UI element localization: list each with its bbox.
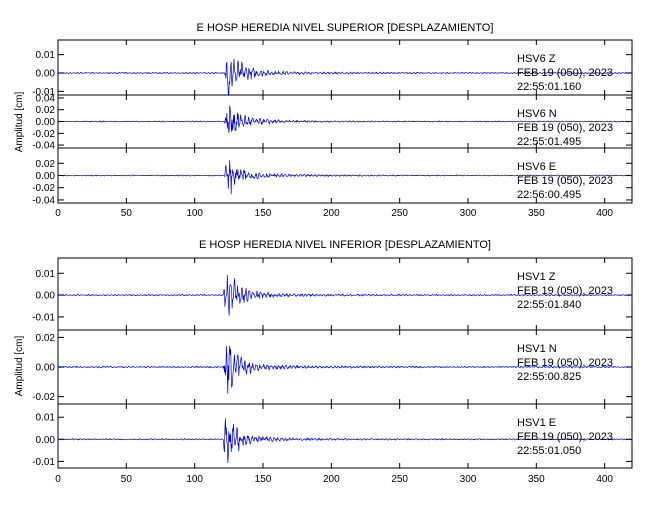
trace-panel: 0.040.020.00-0.02-0.04 HSV6 N FEB 19 (050)… xyxy=(32,93,633,152)
y-tick-label: 0.01 xyxy=(36,413,56,424)
y-tick-label: -0.01 xyxy=(32,457,55,468)
trace-panel: 0.01 0.00 -0.01 HSV1 E FEB 19 (050), 2023 22:… xyxy=(32,403,633,469)
x-tick-label: 250 xyxy=(391,474,408,485)
start-time-label: 22:56:00.495 xyxy=(517,189,581,201)
y-tick-label: 0.01 xyxy=(36,269,56,280)
y-tick-label: -0.04 xyxy=(32,141,55,152)
y-tick-label: 0.00 xyxy=(36,291,56,302)
date-label: FEB 19 (050), 2023 xyxy=(517,175,613,187)
y-tick-label: 0.00 xyxy=(36,117,56,128)
x-tick-label: 50 xyxy=(121,474,133,485)
trace-panel: 0.020.00-0.02-0.04 HSV6 E FEB 19 (050), 20… xyxy=(32,147,633,206)
date-label: FEB 19 (050), 2023 xyxy=(517,431,613,443)
y-tick-label: 0.02 xyxy=(36,159,56,170)
waveform-trace xyxy=(57,418,632,464)
x-tick-label: 200 xyxy=(323,208,340,219)
chart-superior: E HOSP HEREDIA NIVEL SUPERIOR [DESPLAZAM… xyxy=(14,22,493,152)
y-tick-label: 0.02 xyxy=(36,333,56,344)
chart-title: E HOSP HEREDIA NIVEL SUPERIOR [DESPLAZAM… xyxy=(197,22,494,34)
waveform-trace xyxy=(58,345,632,394)
start-time-label: 22:55:01.050 xyxy=(517,445,581,457)
y-tick-label: -0.01 xyxy=(32,312,55,323)
y-tick-label: 0.00 xyxy=(36,171,56,182)
x-tick-label: 400 xyxy=(596,474,613,485)
waveform-trace xyxy=(57,274,632,316)
trace-panel: 0.01 0.00 -0.01 HSV1 Z FEB 19 (050), 2023 22:… xyxy=(32,257,633,331)
start-time-label: 22:55:01.160 xyxy=(517,81,581,93)
date-label: FEB 19 (050), 2023 xyxy=(517,285,613,297)
y-tick-label: -0.02 xyxy=(32,183,55,194)
y-tick-label: 0.00 xyxy=(36,363,56,374)
start-time-label: 22:55:01.495 xyxy=(517,136,581,148)
x-tick-label: 0 xyxy=(55,208,61,219)
x-tick-label: 0 xyxy=(55,474,61,485)
y-tick-label: -0.02 xyxy=(32,129,55,140)
y-tick-label: 0.00 xyxy=(36,69,56,80)
x-tick-label: 100 xyxy=(186,208,203,219)
x-tick-label: 250 xyxy=(391,208,408,219)
x-tick-label: 350 xyxy=(528,474,545,485)
chart-plot-area: 0.01 0.00 -0.01 HSV6 Z FEB 19 (050), 2023 22:… xyxy=(32,39,633,219)
date-label: FEB 19 (050), 2023 xyxy=(517,67,613,79)
station-component-label: HSV1 N xyxy=(517,343,557,355)
trace-panel: 0.01 0.00 -0.01 HSV6 Z FEB 19 (050), 2023 22:… xyxy=(32,39,633,98)
date-label: FEB 19 (050), 2023 xyxy=(517,357,613,369)
waveform-trace xyxy=(57,160,632,195)
waveform-trace xyxy=(57,105,632,133)
panel-frame xyxy=(57,403,633,469)
y-tick-label: -0.01 xyxy=(32,87,55,98)
station-component-label: HSV6 N xyxy=(517,108,557,120)
station-component-label: HSV1 Z xyxy=(517,271,556,283)
chart-inferior: E HOSP HEREDIA NIVEL INFERIOR [DESPLAZAM… xyxy=(14,239,491,396)
x-tick-label: 100 xyxy=(186,474,203,485)
x-tick-label: 300 xyxy=(460,474,477,485)
station-component-label: HSV1 E xyxy=(517,417,556,429)
x-tick-label: 50 xyxy=(121,208,133,219)
y-tick-label: 0.00 xyxy=(36,435,56,446)
date-label: FEB 19 (050), 2023 xyxy=(517,122,613,134)
x-tick-label: 200 xyxy=(323,474,340,485)
y-tick-label: 0.01 xyxy=(36,50,56,61)
start-time-label: 22:55:01.840 xyxy=(517,299,581,311)
trace-panel: 0.02 0.00 -0.02 HSV1 N FEB 19 (050), 2023 22:… xyxy=(32,329,633,405)
waveform-trace xyxy=(57,58,632,97)
y-tick-label: 0.02 xyxy=(36,105,56,116)
y-tick-label: -0.02 xyxy=(32,392,55,403)
y-axis-label: Amplitud [cm] xyxy=(14,335,25,396)
y-axis-label: Amplitud [cm] xyxy=(14,91,25,152)
y-tick-label: -0.04 xyxy=(32,195,55,206)
x-tick-label: 150 xyxy=(255,208,272,219)
x-tick-label: 300 xyxy=(460,208,477,219)
x-tick-label: 150 xyxy=(255,474,272,485)
chart-plot-area: 0.01 0.00 -0.01 HSV1 Z FEB 19 (050), 2023 22:… xyxy=(32,257,633,485)
y-tick-label: 0.04 xyxy=(36,93,56,104)
x-tick-label: 350 xyxy=(528,208,545,219)
start-time-label: 22:55:00.825 xyxy=(517,371,581,383)
station-component-label: HSV6 E xyxy=(517,161,556,173)
station-component-label: HSV6 Z xyxy=(517,53,556,65)
chart-title: E HOSP HEREDIA NIVEL INFERIOR [DESPLAZAM… xyxy=(199,239,491,251)
x-tick-label: 400 xyxy=(596,208,613,219)
